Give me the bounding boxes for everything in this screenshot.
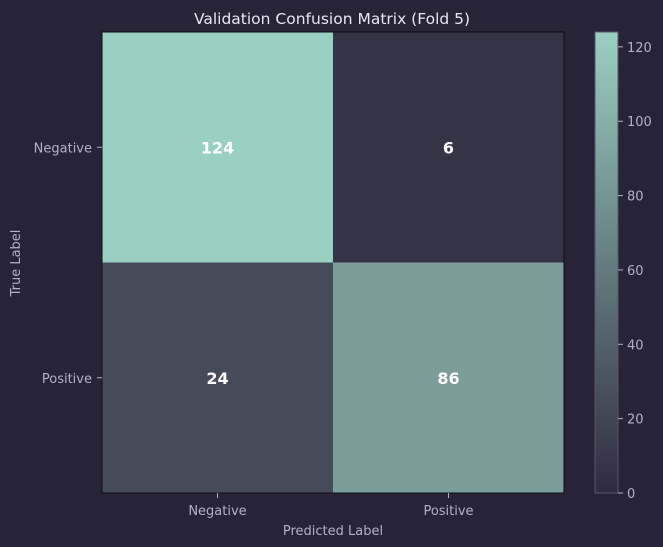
x-axis-label: Predicted Label [283,524,383,539]
y-axis-ticks: Negative Positive [34,141,102,387]
colorbar-tick-label: 120 [627,41,652,56]
y-tick-label: Positive [42,372,92,387]
cell-value-label: 6 [443,138,454,157]
heatmap-cell [333,262,564,493]
colorbar [594,31,619,494]
colorbar-tick-label: 100 [627,115,652,130]
colorbar-tick-label: 0 [627,487,635,502]
colorbar-tick-label: 80 [627,190,644,205]
heatmap-cells: 124 6 24 86 [102,32,564,493]
colorbar-tick-label: 20 [627,413,644,428]
heatmap-cell [333,32,564,263]
x-tick-label: Negative [188,504,246,519]
chart-title: Validation Confusion Matrix (Fold 5) [194,10,470,28]
colorbar-tick-label: 40 [627,338,644,353]
plot-frame [101,31,565,494]
y-axis-label: True Label [9,230,24,298]
cell-value-label: 86 [437,369,459,388]
x-tick-label: Positive [423,504,473,519]
colorbar-ticks: 0 20 40 60 80 100 120 [618,41,652,502]
colorbar-tick-label: 60 [627,264,644,279]
x-axis-ticks: Negative Positive [188,493,474,519]
heatmap-cell [102,32,333,263]
y-tick-label: Negative [34,141,92,156]
cell-value-label: 124 [201,138,234,157]
heatmap-cell [102,262,333,493]
cell-value-label: 24 [206,369,228,388]
